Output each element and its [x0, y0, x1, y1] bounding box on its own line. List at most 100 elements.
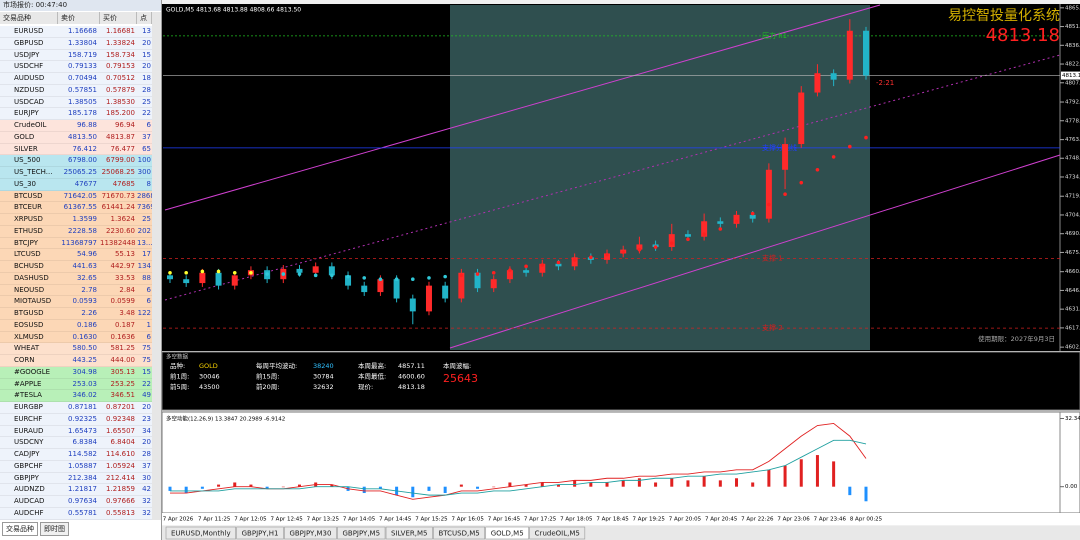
column-header[interactable]: 点: [137, 12, 152, 24]
symbol[interactable]: USDCHF: [0, 61, 58, 73]
chart-tab-label[interactable]: GBPJPY,H1: [242, 530, 279, 538]
symbol[interactable]: #GOOGLE: [0, 366, 58, 379]
panel-tab[interactable]: 交易品种: [2, 522, 38, 536]
symbol[interactable]: NZDUSD: [0, 84, 58, 97]
symbol[interactable]: EOSUSD: [0, 319, 58, 332]
chart-tab[interactable]: GBPJPY,M30: [284, 526, 337, 540]
chart-tab-bg: [485, 526, 529, 540]
candle-body: [506, 270, 513, 280]
ma-dot: [669, 241, 674, 245]
chart-tab-label[interactable]: GBPJPY,M30: [289, 530, 331, 538]
symbol[interactable]: USDJPY: [0, 49, 58, 62]
chart-tab-label[interactable]: GOLD,M5: [491, 530, 524, 538]
chart-tab-label[interactable]: GBPJPY,M5: [342, 530, 380, 538]
spread: 6: [137, 331, 152, 344]
chart-tab[interactable]: SILVER,M5: [385, 526, 433, 540]
symbol[interactable]: AUDUSD: [0, 73, 58, 85]
symbol[interactable]: GBPCHF: [0, 460, 58, 473]
candle-body: [490, 279, 497, 289]
bid: 0.70494: [58, 73, 100, 85]
symbol[interactable]: #TESLA: [0, 390, 58, 402]
symbol[interactable]: LTCUSD: [0, 249, 58, 261]
symbol[interactable]: US_30: [0, 178, 58, 191]
chart-tab-label[interactable]: EURUSD,Monthly: [171, 530, 231, 538]
chart-tab-label[interactable]: BTCUSD,M5: [438, 530, 479, 538]
time-label: 7 Apr 20:45: [705, 517, 738, 523]
ma-dot: [508, 268, 512, 272]
symbol[interactable]: #APPLE: [0, 378, 58, 391]
indicator-tick-label: 0.00: [1065, 484, 1078, 490]
symbol[interactable]: GBPJPY: [0, 472, 58, 485]
chart-tab-label[interactable]: CrudeOIL,M5: [535, 530, 580, 538]
symbol[interactable]: ETHUSD: [0, 225, 58, 238]
symbol[interactable]: USDCNY: [0, 437, 58, 449]
symbol[interactable]: BTGUSD: [0, 308, 58, 320]
ma-dot: [297, 272, 302, 276]
symbol[interactable]: SILVER: [0, 143, 58, 156]
symbol[interactable]: BTCJPY: [0, 237, 58, 250]
ask: 1.05924: [100, 460, 137, 473]
spread: 37: [137, 460, 152, 473]
symbol[interactable]: BTCEUR: [0, 202, 58, 214]
chart-tab[interactable]: GBPJPY,M5: [337, 526, 386, 540]
ma-dot: [313, 273, 318, 278]
symbol[interactable]: WHEAT: [0, 343, 58, 355]
symbol[interactable]: EURUSD: [0, 26, 58, 38]
chart-tab[interactable]: BTCUSD,M5: [433, 526, 486, 540]
symbol[interactable]: CADJPY: [0, 449, 58, 461]
time-axis-bg: [162, 513, 1080, 525]
current-price-label: 4813.18: [1062, 73, 1080, 79]
symbol[interactable]: EURJPY: [0, 108, 58, 120]
spread: 20: [137, 437, 152, 449]
symbol[interactable]: BCHUSD: [0, 261, 58, 273]
level-label: 支撑分割线: [762, 143, 797, 152]
bid: 253.03: [58, 378, 100, 391]
symbol[interactable]: DASHUSD: [0, 272, 58, 285]
ma-dot: [443, 274, 447, 279]
bid: 6798.00: [58, 155, 100, 167]
symbol[interactable]: NEOUSD: [0, 284, 58, 297]
symbol[interactable]: US_TECH...: [0, 167, 58, 179]
ask: 0.57879: [100, 84, 137, 97]
column-header[interactable]: 卖价: [58, 12, 100, 24]
column-header[interactable]: 交易品种: [0, 12, 58, 24]
symbol[interactable]: GBPUSD: [0, 37, 58, 50]
candle-body: [765, 169, 772, 219]
chart-tab[interactable]: EURUSD,Monthly: [165, 526, 236, 540]
candle-body: [474, 272, 481, 289]
symbol[interactable]: AUDNZD: [0, 484, 58, 496]
chart-tab[interactable]: CrudeOIL,M5: [529, 526, 586, 540]
column-header[interactable]: 买价: [100, 12, 137, 24]
symbol[interactable]: EURAUD: [0, 425, 58, 438]
panel-tab[interactable]: 即时图: [40, 522, 69, 536]
symbol[interactable]: CORN: [0, 355, 58, 367]
chart-tab[interactable]: GOLD,M5: [485, 526, 529, 540]
histogram-bar: [686, 480, 690, 487]
info-title: 多空数据: [166, 353, 189, 361]
symbol[interactable]: AUDCHF: [0, 507, 58, 520]
ma-dot: [330, 273, 334, 278]
symbol[interactable]: BTCUSD: [0, 190, 58, 203]
chart-tab-label[interactable]: SILVER,M5: [391, 530, 427, 538]
symbol[interactable]: USDCAD: [0, 96, 58, 109]
symbol[interactable]: EURCHF: [0, 413, 58, 426]
info-value: 4857.11: [398, 362, 425, 370]
histogram-bar: [751, 482, 755, 487]
symbol[interactable]: MIOTAUSD: [0, 296, 58, 308]
symbol[interactable]: CrudeOIL: [0, 120, 58, 132]
time-label: 7 Apr 14:45: [379, 517, 412, 523]
level-label: 压力 h1: [762, 31, 787, 40]
ask: 114.610: [100, 449, 137, 461]
chart-tab[interactable]: GBPJPY,H1: [236, 526, 284, 540]
time-label: 7 Apr 12:45: [270, 517, 303, 523]
bid: 2228.58: [58, 225, 100, 238]
histogram-bar: [767, 469, 771, 487]
scrollbar[interactable]: [152, 12, 161, 520]
symbol[interactable]: US_500: [0, 155, 58, 167]
symbol[interactable]: XRPUSD: [0, 214, 58, 226]
symbol[interactable]: EURGBP: [0, 402, 58, 414]
ask: 305.13: [100, 366, 137, 379]
symbol[interactable]: GOLD: [0, 131, 58, 144]
symbol[interactable]: AUDCAD: [0, 496, 58, 508]
symbol[interactable]: XLMUSD: [0, 331, 58, 344]
